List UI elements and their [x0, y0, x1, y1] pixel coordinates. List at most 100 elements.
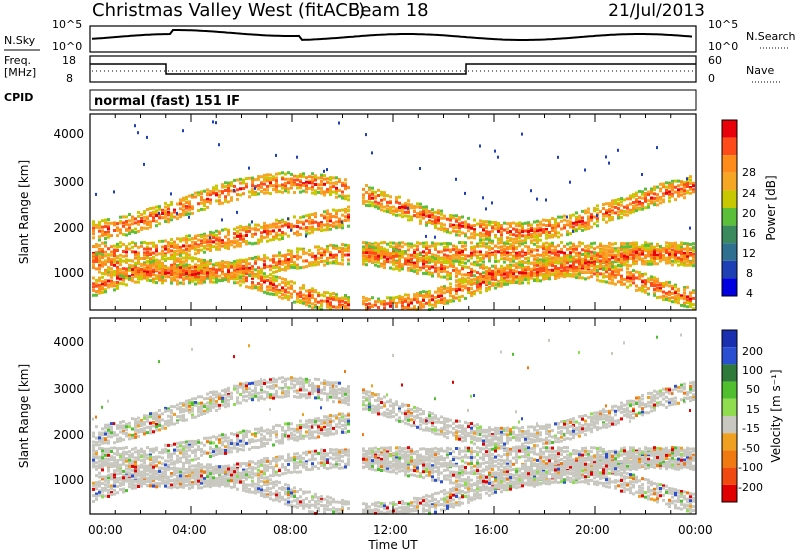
- power-cell: [209, 280, 212, 284]
- power-cell: [653, 188, 656, 192]
- velocity-cell: [170, 467, 173, 470]
- power-cell: [323, 182, 326, 186]
- power-cell: [302, 182, 305, 186]
- power-cell: [290, 287, 293, 291]
- velocity-cell: [101, 493, 104, 497]
- power-cb-label: Power [dB]: [764, 175, 778, 240]
- velocity-cell: [137, 481, 140, 485]
- power-cell: [221, 185, 224, 189]
- velocity-cell: [104, 453, 107, 457]
- power-cell: [164, 275, 167, 279]
- power-cell: [218, 274, 221, 278]
- power-cell: [593, 251, 596, 255]
- power-cell: [329, 301, 332, 305]
- velocity-cell: [140, 455, 143, 459]
- power-cell: [329, 253, 332, 257]
- power-cell: [200, 275, 203, 279]
- velocity-cell: [95, 492, 98, 496]
- power-cell: [635, 247, 638, 251]
- power-cell: [692, 255, 695, 259]
- power-cell: [323, 216, 326, 220]
- power-cell: [524, 253, 527, 256]
- power-cell: [110, 234, 113, 238]
- power-cell: [185, 266, 188, 270]
- power-cell: [437, 216, 440, 220]
- power-cell: [578, 244, 581, 248]
- power-cell: [371, 255, 374, 259]
- power-cell: [422, 241, 425, 245]
- power-cell: [662, 198, 665, 202]
- power-cell: [302, 183, 305, 187]
- power-cell: [587, 247, 590, 251]
- power-cell: [605, 265, 608, 269]
- power-cell: [629, 211, 632, 215]
- power-cell: [365, 298, 368, 302]
- power-cell: [152, 259, 155, 263]
- power-cell: [269, 288, 272, 292]
- power-cell: [332, 185, 335, 189]
- power-cell: [275, 187, 278, 191]
- power-cell: [641, 289, 644, 293]
- power-cell: [422, 213, 425, 217]
- power-cell: [317, 260, 320, 264]
- power-cell: [260, 235, 263, 239]
- velocity-cell: [149, 412, 152, 416]
- power-cell: [476, 285, 479, 289]
- power-cell: [500, 230, 503, 234]
- power-cell: [485, 289, 488, 293]
- power-cell: [476, 256, 479, 260]
- power-cell: [458, 230, 461, 234]
- power-cell: [347, 198, 350, 202]
- power-cell: [341, 183, 344, 187]
- velocity-cell: [137, 455, 140, 459]
- power-cell: [563, 266, 566, 270]
- power-cell: [176, 243, 179, 247]
- power-cell: [197, 191, 200, 195]
- power-cell: [578, 226, 581, 230]
- power-cell: [215, 187, 218, 191]
- power-cell: [512, 259, 515, 263]
- power-cell: [122, 272, 125, 276]
- power-cell: [680, 183, 683, 187]
- power-cell: [272, 266, 275, 270]
- power-cell: [455, 214, 458, 218]
- power-cell: [650, 275, 653, 279]
- power-cell: [92, 220, 95, 224]
- power-cell: [644, 243, 647, 247]
- power-cell: [290, 264, 293, 267]
- power-cell: [131, 279, 134, 283]
- power-cb-swatch: [722, 243, 737, 261]
- power-cell: [335, 176, 338, 180]
- power-cell: [536, 223, 539, 227]
- power-cell: [113, 254, 116, 258]
- power-cell: [140, 213, 143, 217]
- power-cell: [677, 250, 680, 254]
- power-cell: [383, 302, 386, 306]
- power-cell: [221, 183, 224, 187]
- power-cell: [194, 252, 197, 256]
- power-cell: [101, 285, 104, 289]
- velocity-cell: [107, 453, 110, 457]
- power-cell: [185, 251, 188, 255]
- power-cell: [371, 260, 374, 264]
- power-cell: [638, 257, 641, 261]
- power-cell: [497, 272, 500, 276]
- power-cell: [431, 220, 434, 224]
- power-cell: [290, 254, 293, 258]
- power-cell: [584, 267, 587, 271]
- power-cell: [374, 200, 377, 204]
- power-cell: [242, 277, 245, 281]
- velocity-cell: [122, 450, 125, 454]
- power-cell: [620, 277, 623, 281]
- power-cell: [668, 183, 671, 187]
- power-cell: [671, 248, 674, 252]
- power-cell: [518, 228, 521, 232]
- power-cell: [620, 282, 623, 286]
- velocity-cell: [191, 483, 194, 487]
- velocity-cell: [92, 458, 95, 462]
- power-cell: [203, 246, 206, 250]
- power-cell: [509, 259, 512, 263]
- power-cell: [437, 272, 440, 276]
- power-cell: [314, 192, 317, 196]
- power-cell: [344, 306, 347, 310]
